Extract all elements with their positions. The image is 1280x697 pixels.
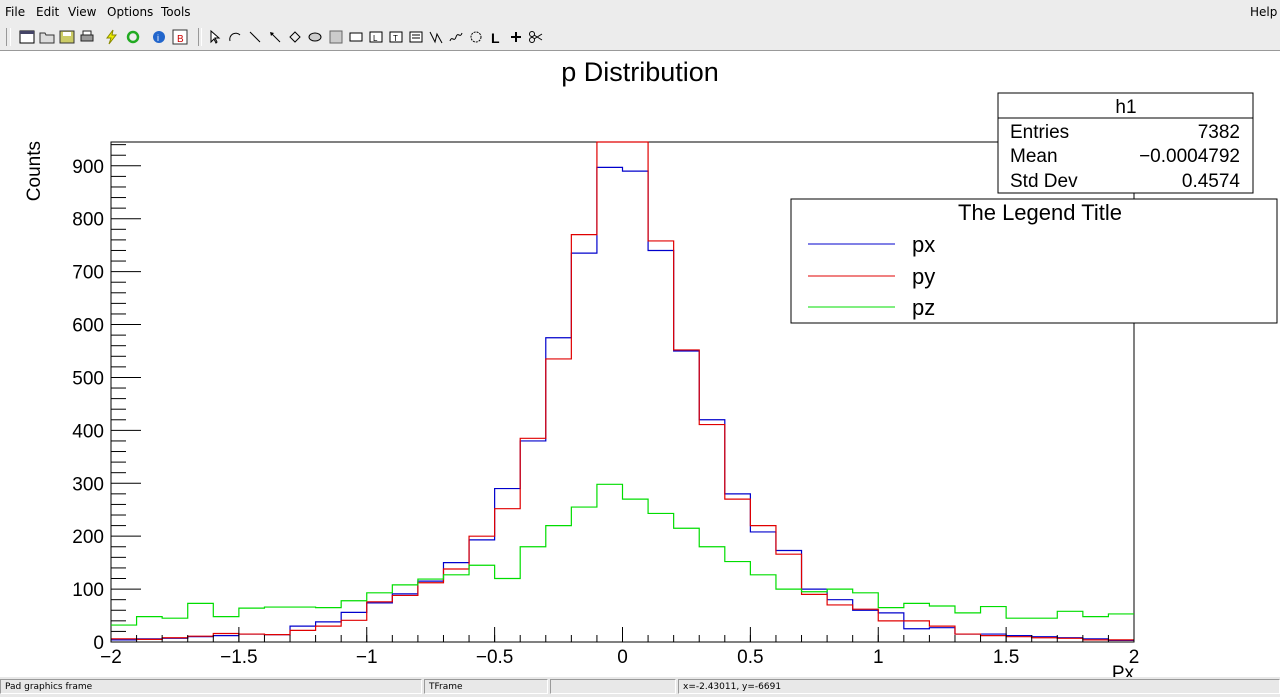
svg-text:B: B [177, 34, 184, 45]
x-tick-label: 2 [1129, 647, 1140, 668]
series-group [111, 141, 1134, 642]
latex-icon[interactable]: L [487, 28, 505, 46]
series-line-pz [111, 483, 1134, 626]
canvas[interactable]: p Distribution Counts −2 −1.5 −1 −0.5 0 0.5 1 1… [0, 50, 1280, 684]
stats-mean-value: −0.0004792 [1139, 146, 1240, 167]
menu-file[interactable]: File [5, 5, 26, 19]
menu-options[interactable]: Options [107, 5, 154, 19]
x-tick-label: −2 [100, 647, 122, 668]
y-tick-label: 900 [72, 157, 104, 178]
inspect-icon[interactable]: i [150, 28, 168, 46]
diamond-icon[interactable] [286, 28, 304, 46]
y-tick-label: 0 [93, 633, 104, 654]
menu-bar: File Edit View Options Tools Help [0, 0, 1280, 24]
x-axis-label: Px [1112, 663, 1135, 678]
ellipse-icon[interactable] [306, 28, 324, 46]
pointer-icon[interactable] [206, 28, 224, 46]
status-info [550, 679, 676, 694]
stats-box[interactable]: h1 Entries 7382 Mean −0.0004792 Std Dev … [997, 92, 1254, 194]
series-line-py [111, 141, 1134, 641]
curlyarc-icon[interactable] [467, 28, 485, 46]
x-tick-label: 0.5 [737, 647, 763, 668]
status-class: TFrame [424, 679, 548, 694]
legend-entry-py: py [912, 264, 935, 289]
legend-entry-pz: pz [912, 295, 935, 320]
menu-edit[interactable]: Edit [36, 5, 60, 19]
status-coords: x=-2.43011, y=-6691 [678, 679, 1280, 694]
svg-text:L: L [491, 30, 500, 45]
open-icon[interactable] [38, 28, 56, 46]
legend-title: The Legend Title [958, 200, 1122, 225]
line-icon[interactable] [246, 28, 264, 46]
browser-icon[interactable]: B [171, 28, 189, 46]
axes: −2 −1.5 −1 −0.5 0 0.5 1 1.5 2 0 100 200 300 400 500 600… [72, 144, 1140, 668]
save-icon[interactable] [58, 28, 76, 46]
x-tick-label: 1.5 [993, 647, 1019, 668]
y-tick-label: 800 [72, 210, 104, 231]
refresh-icon[interactable] [124, 28, 142, 46]
interrupt-icon[interactable] [103, 28, 121, 46]
stats-mean-label: Mean [1010, 146, 1058, 167]
pad-icon[interactable] [327, 28, 345, 46]
y-axis-label: Counts [24, 141, 45, 201]
stats-entries-label: Entries [1010, 122, 1069, 143]
stats-entries-value: 7382 [1198, 122, 1240, 143]
menu-tools[interactable]: Tools [161, 5, 191, 19]
stats-stddev-value: 0.4574 [1182, 171, 1241, 192]
stats-title: h1 [1115, 97, 1136, 118]
print-icon[interactable] [78, 28, 96, 46]
y-tick-label: 500 [72, 368, 104, 389]
y-tick-label: 300 [72, 474, 104, 495]
menu-view[interactable]: View [68, 5, 97, 19]
svg-text:T: T [393, 34, 398, 43]
graph-icon[interactable] [427, 28, 445, 46]
legend-entry-px: px [912, 232, 935, 257]
pavetext-icon[interactable]: T [387, 28, 405, 46]
x-tick-label: −1.5 [220, 647, 258, 668]
histogram-chart[interactable]: p Distribution Counts −2 −1.5 −1 −0.5 0 0.5 1 1… [0, 51, 1280, 684]
pave-icon[interactable] [347, 28, 365, 46]
arrow-icon[interactable] [266, 28, 284, 46]
x-tick-label: −0.5 [476, 647, 514, 668]
svg-text:i: i [157, 33, 159, 43]
status-bar: Pad graphics frame TFrame x=-2.43011, y=… [0, 677, 1280, 697]
curlyline-icon[interactable] [447, 28, 465, 46]
y-tick-label: 700 [72, 263, 104, 284]
x-tick-label: 0 [617, 647, 628, 668]
status-object: Pad graphics frame [0, 679, 422, 694]
new-canvas-icon[interactable] [18, 28, 36, 46]
chart-title: p Distribution [561, 57, 719, 87]
menu-help[interactable]: Help [1250, 5, 1278, 19]
toolbar: i B L T L [0, 24, 1280, 51]
y-tick-label: 400 [72, 421, 104, 442]
cut-icon[interactable] [527, 28, 545, 46]
arc-icon[interactable] [226, 28, 244, 46]
y-tick-label: 200 [72, 527, 104, 548]
svg-text:L: L [373, 34, 378, 43]
marker-icon[interactable] [507, 28, 525, 46]
legend-box[interactable]: The Legend Title px py pz [790, 198, 1278, 324]
x-tick-label: 1 [873, 647, 884, 668]
x-tick-label: −1 [356, 647, 378, 668]
toolbar-separator [198, 28, 202, 46]
toolbar-grip[interactable] [6, 28, 11, 46]
stats-stddev-label: Std Dev [1010, 171, 1078, 192]
pavestext-icon[interactable] [407, 28, 425, 46]
y-tick-label: 600 [72, 316, 104, 337]
pavelabel-icon[interactable]: L [367, 28, 385, 46]
y-tick-label: 100 [72, 580, 104, 601]
